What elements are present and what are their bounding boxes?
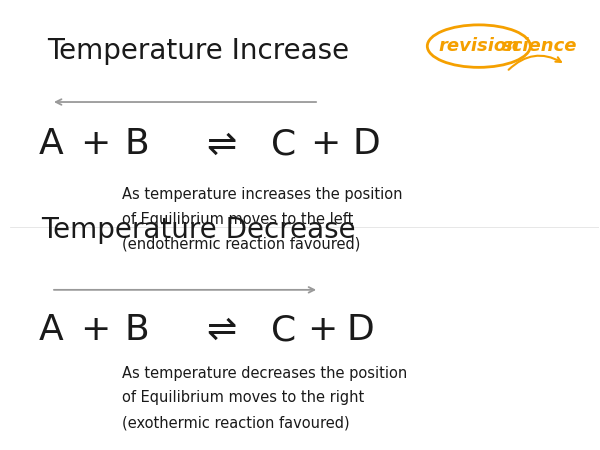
Text: A: A (39, 127, 64, 162)
Text: +: + (80, 313, 110, 347)
Text: ⇌: ⇌ (207, 127, 237, 162)
Text: B: B (124, 313, 149, 347)
Text: ⇌: ⇌ (207, 313, 237, 347)
Text: (exothermic reaction favoured): (exothermic reaction favoured) (122, 415, 349, 430)
Text: (endothermic reaction favoured): (endothermic reaction favoured) (122, 236, 360, 251)
Text: science: science (502, 37, 577, 55)
Text: As temperature decreases the position: As temperature decreases the position (122, 366, 407, 381)
Text: D: D (346, 313, 374, 347)
Text: B: B (124, 127, 149, 162)
Text: C: C (271, 313, 296, 347)
Text: D: D (352, 127, 380, 162)
Text: C: C (271, 127, 296, 162)
Text: A: A (39, 313, 64, 347)
Text: revision: revision (438, 37, 520, 55)
Text: Temperature Decrease: Temperature Decrease (41, 216, 356, 244)
Text: +: + (80, 127, 110, 162)
Text: +: + (307, 313, 337, 347)
Text: As temperature increases the position: As temperature increases the position (122, 187, 402, 202)
Text: of Equilibrium moves to the left: of Equilibrium moves to the left (122, 212, 353, 227)
Text: Temperature Increase: Temperature Increase (47, 37, 349, 65)
Text: of Equilibrium moves to the right: of Equilibrium moves to the right (122, 391, 364, 405)
Text: +: + (310, 127, 340, 162)
